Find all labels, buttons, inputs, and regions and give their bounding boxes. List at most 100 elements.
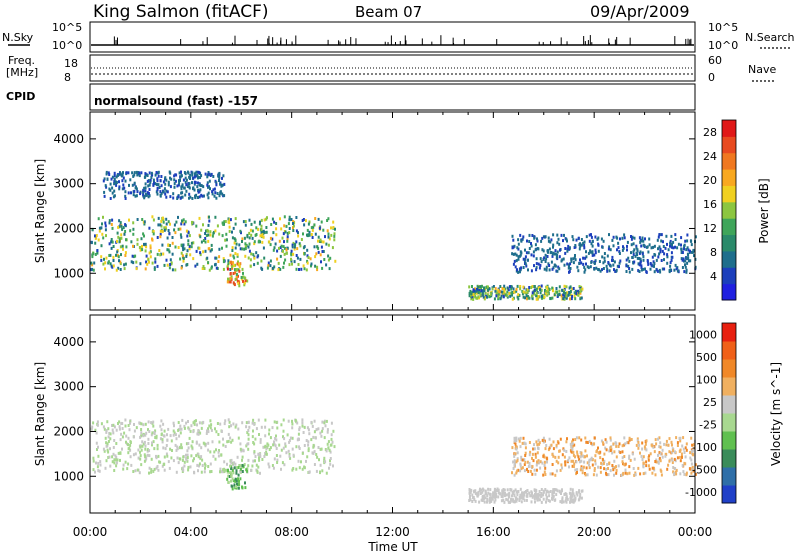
heatmap-cell	[124, 223, 127, 227]
heatmap-cell	[561, 258, 564, 262]
heatmap-cell	[100, 244, 103, 248]
heatmap-cell	[681, 251, 684, 254]
heatmap-cell	[668, 269, 671, 272]
heatmap-cell	[234, 462, 237, 466]
heatmap-cell	[563, 289, 565, 292]
heatmap-cell	[542, 440, 545, 444]
heatmap-cell	[325, 471, 328, 475]
heatmap-cell	[197, 196, 199, 199]
heatmap-cell	[244, 245, 247, 249]
heatmap-cell	[207, 171, 210, 174]
heatmap-cell	[531, 465, 534, 469]
heatmap-cell	[583, 246, 586, 250]
heatmap-cell	[481, 284, 483, 288]
heatmap-cell	[241, 240, 243, 243]
heatmap-cell	[522, 257, 525, 261]
heatmap-cell	[244, 276, 247, 280]
heatmap-cell	[144, 249, 147, 253]
heatmap-cell	[295, 445, 298, 449]
heatmap-cell	[154, 429, 157, 433]
heatmap-cell	[316, 265, 319, 269]
heatmap-cell	[577, 455, 580, 459]
heatmap-cell	[162, 216, 164, 220]
heatmap-cell	[231, 468, 234, 472]
heatmap-cell	[252, 459, 255, 463]
heatmap-cell	[143, 234, 145, 238]
heatmap-cell	[222, 174, 225, 178]
x-tick-label: 20:00	[577, 525, 612, 539]
heatmap-cell	[503, 289, 506, 293]
heatmap-cell	[586, 441, 589, 444]
heatmap-cell	[571, 445, 574, 448]
heatmap-cell	[534, 248, 537, 252]
heatmap-cell	[603, 259, 606, 263]
heatmap-cell	[501, 495, 504, 499]
heatmap-cell	[508, 292, 511, 295]
heatmap-cell	[185, 189, 188, 193]
heatmap-cell	[314, 264, 317, 268]
heatmap-cell	[562, 239, 564, 243]
heatmap-cell	[180, 187, 183, 191]
heatmap-cell	[133, 429, 136, 433]
heatmap-cell	[556, 489, 559, 493]
heatmap-cell	[220, 184, 223, 188]
heatmap-cell	[573, 443, 576, 447]
heatmap-cell	[544, 253, 547, 257]
heatmap-cell	[630, 243, 633, 247]
heatmap-cell	[159, 179, 162, 183]
heatmap-cell	[659, 441, 662, 445]
heatmap-cell	[526, 239, 528, 243]
heatmap-cell	[209, 233, 212, 237]
heatmap-cell	[269, 236, 272, 240]
heatmap-cell	[150, 457, 153, 461]
heatmap-cell	[113, 461, 116, 465]
heatmap-cell	[273, 457, 276, 461]
colorbar-tick-label: 500	[696, 351, 717, 364]
heatmap-cell	[226, 267, 229, 271]
heatmap-cell	[572, 453, 575, 457]
heatmap-cell	[495, 292, 498, 296]
heatmap-cell	[611, 465, 614, 469]
heatmap-cell	[516, 457, 519, 461]
heatmap-cell	[291, 436, 294, 440]
heatmap-cell	[236, 254, 239, 258]
heatmap-cell	[224, 445, 227, 448]
heatmap-cell	[109, 447, 111, 451]
heatmap-cell	[608, 245, 611, 249]
heatmap-cell	[210, 428, 213, 432]
heatmap-cell	[157, 216, 160, 220]
heatmap-cell	[530, 269, 533, 273]
heatmap-cell	[692, 250, 694, 254]
heatmap-cell	[172, 433, 175, 437]
heatmap-cell	[667, 463, 670, 467]
heatmap-cell	[190, 245, 193, 249]
heatmap-cell	[120, 253, 122, 257]
heatmap-cell	[520, 251, 523, 255]
heatmap-cell	[239, 229, 242, 233]
heatmap-cell	[97, 445, 99, 449]
heatmap-cell	[531, 294, 534, 298]
heatmap-cell	[591, 250, 594, 254]
heatmap-cell	[127, 443, 129, 447]
heatmap-cell	[616, 236, 619, 240]
heatmap-cell	[258, 456, 260, 460]
heatmap-cell	[560, 463, 563, 467]
heatmap-cell	[557, 237, 560, 241]
heatmap-cell	[144, 175, 147, 179]
heatmap-cell	[209, 249, 212, 253]
heatmap-cell	[612, 263, 615, 267]
heatmap-cell	[259, 440, 262, 444]
heatmap-cell	[659, 445, 662, 449]
heatmap-cell	[555, 287, 558, 290]
power-x-ticks	[89, 112, 696, 310]
heatmap-cell	[178, 457, 181, 461]
heatmap-cell	[102, 215, 104, 219]
heatmap-cell	[599, 456, 602, 460]
heatmap-cell	[133, 181, 136, 185]
heatmap-cell	[579, 258, 581, 262]
heatmap-cell	[179, 233, 182, 237]
heatmap-cell	[639, 238, 642, 242]
heatmap-cell	[563, 493, 566, 496]
heatmap-cell	[156, 179, 159, 183]
heatmap-cell	[269, 243, 272, 247]
